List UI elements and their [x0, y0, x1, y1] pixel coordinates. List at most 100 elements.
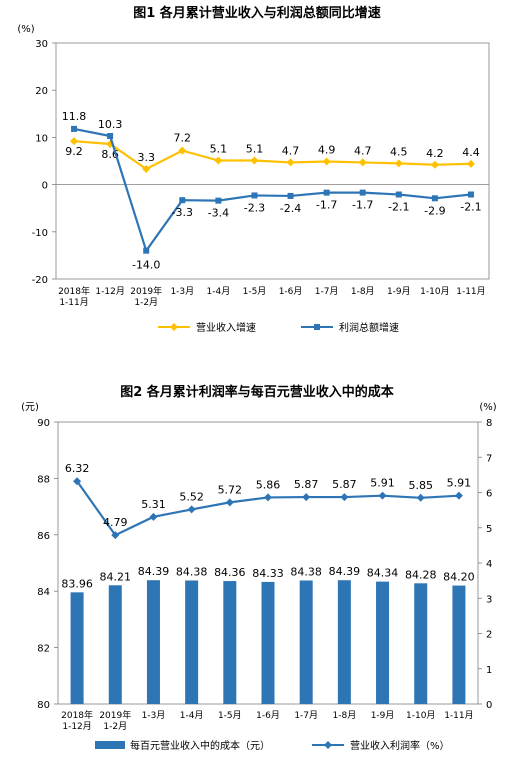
data-point: [251, 192, 258, 199]
left-y-tick-label: 86: [37, 531, 50, 542]
legend-label: 营业收入增速: [196, 321, 256, 334]
x-tick-label: 1-5月: [243, 286, 267, 297]
x-tick-label: 1-10月: [406, 710, 435, 721]
x-tick-label: 1-11月: [59, 297, 88, 308]
legend-diamond-icon: [170, 323, 178, 331]
x-tick-label: 1-7月: [315, 286, 339, 297]
data-point: [323, 189, 330, 196]
right-y-tick-label: 2: [486, 630, 492, 641]
data-point: [287, 192, 294, 199]
bar-value-label: 84.36: [214, 566, 246, 579]
x-tick-label: 1-4月: [207, 286, 231, 297]
chart-1-series: 9.2 8.6 3.37.25.1 5.1 4.7 4.9 4.7 4.5 4.2 4.411.8…: [62, 110, 482, 272]
data-label: -3.4: [208, 207, 229, 220]
x-tick-label: 1-8月: [351, 286, 375, 297]
x-tick-label: 1-9月: [387, 286, 411, 297]
right-y-tick-label: 5: [486, 524, 492, 535]
data-label: -1.7: [352, 199, 373, 212]
right-y-tick-label: 4: [486, 559, 492, 570]
data-point: [286, 158, 295, 167]
legend-item-cost: 每百元营业收入中的成本（元）: [95, 739, 270, 752]
line-value-label: 5.31: [141, 498, 166, 511]
bar: [452, 585, 466, 704]
data-point: [71, 125, 78, 132]
right-y-tick-label: 7: [486, 453, 492, 464]
data-label: 7.2: [174, 132, 192, 145]
line-value-label: 4.79: [103, 516, 128, 529]
data-point: [322, 157, 331, 166]
left-y-tick-label: 88: [37, 474, 50, 485]
data-point: [73, 477, 82, 486]
data-label: -1.7: [316, 199, 337, 212]
data-point: [178, 146, 187, 155]
line-value-label: 5.52: [179, 490, 204, 503]
series-line-profit-growth: [73, 127, 472, 254]
x-tick-label: 1-2月: [134, 297, 158, 308]
legend-item-profit-margin: 营业收入利润率（%）: [312, 739, 450, 752]
x-tick-label: 1-10月: [420, 286, 449, 297]
data-point: [215, 197, 222, 204]
data-point: [340, 493, 349, 502]
legend-item-revenue-growth: 营业收入增速: [158, 321, 256, 334]
bar-value-label: 84.38: [176, 565, 208, 578]
chart-2-line: 6.32 4.79 5.31 5.52 5.72 5.86 5.87 5.87 5.91 5.85…: [65, 462, 471, 540]
left-y-tick-label: 82: [37, 644, 50, 655]
y-tick-label: 0: [42, 181, 48, 192]
series-line-revenue-growth: [73, 140, 471, 171]
chart-1-title: 图1 各月累计营业收入与利润总额同比增速: [133, 5, 381, 21]
data-point: [225, 498, 234, 507]
data-label: -2.4: [280, 202, 301, 215]
data-point: [70, 137, 79, 146]
bar-value-label: 84.34: [367, 567, 399, 580]
data-label: -3.3: [172, 206, 193, 219]
right-y-tick-label: 8: [486, 418, 492, 429]
bar: [376, 581, 390, 704]
chart-2-y-unit-left: (元): [21, 402, 39, 413]
right-y-tick-label: 1: [486, 665, 492, 676]
line-value-label: 5.87: [332, 478, 357, 491]
bar: [261, 581, 275, 704]
chart-2-bars: 83.96 84.21 84.39 84.38 84.36 84.33 84.38 84.39…: [61, 565, 475, 704]
chart-1-legend: 营业收入增速 利润总额增速: [158, 321, 399, 334]
data-point: [302, 493, 311, 502]
chart-1-y-axis: 30 20 10 0 -10 -20: [32, 39, 489, 286]
legend-square-icon: [314, 324, 320, 330]
bar-value-label: 84.21: [100, 570, 132, 583]
x-tick-label: 1-3月: [170, 286, 194, 297]
line-value-label: 5.72: [218, 483, 243, 496]
x-tick-label: 1-6月: [256, 710, 280, 721]
data-point: [179, 197, 186, 204]
data-label: -2.1: [460, 201, 481, 214]
chart-2-legend: 每百元营业收入中的成本（元） 营业收入利润率（%）: [95, 739, 450, 752]
data-label: 4.9: [318, 143, 336, 156]
data-point: [264, 493, 272, 502]
bar-value-label: 83.96: [61, 577, 93, 590]
x-tick-label: 1-8月: [333, 710, 357, 721]
y-tick-label: -10: [32, 228, 48, 239]
data-label: -2.1: [388, 201, 409, 214]
data-label: 3.3: [137, 151, 155, 164]
x-tick-label: 1-3月: [142, 710, 166, 721]
legend-item-profit-growth: 利润总额增速: [301, 321, 399, 334]
x-tick-label: 1-6月: [279, 286, 303, 297]
left-y-tick-label: 90: [37, 418, 50, 429]
legend-diamond-icon: [324, 741, 332, 749]
x-tick-label: 1-5月: [218, 710, 242, 721]
data-label: 5.1: [246, 143, 264, 156]
data-point: [378, 491, 387, 500]
left-y-tick-label: 80: [37, 700, 50, 711]
data-point: [416, 493, 425, 502]
bar: [223, 581, 237, 704]
chart-1: 图1 各月累计营业收入与利润总额同比增速 (%) 30 20 10 0 -10 -20 2…: [17, 5, 490, 334]
chart-1-y-unit: (%): [17, 24, 34, 35]
data-point: [359, 189, 366, 196]
legend-bar-icon: [95, 741, 125, 749]
right-y-tick-label: 6: [486, 489, 492, 500]
bar-value-label: 84.39: [138, 565, 170, 578]
data-point: [107, 132, 114, 139]
left-y-tick-label: 84: [37, 587, 50, 598]
data-point: [187, 505, 196, 514]
x-tick-label: 2019年: [130, 285, 162, 297]
line-value-label: 5.87: [294, 478, 319, 491]
